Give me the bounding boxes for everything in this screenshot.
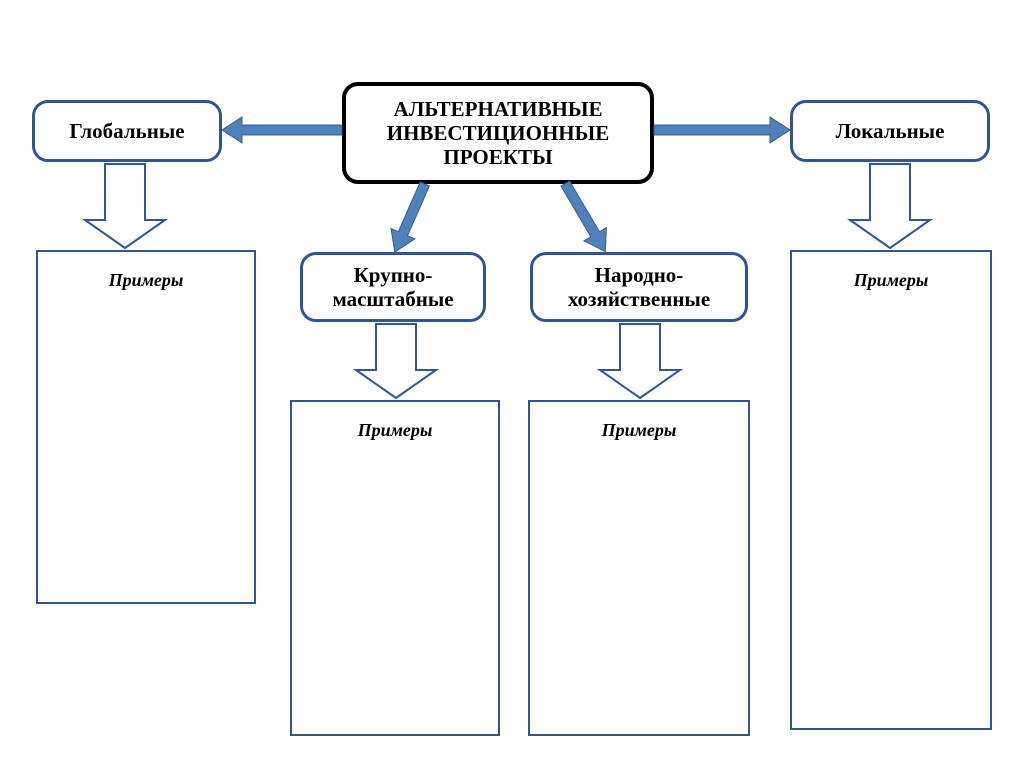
- node-center-title: АЛЬТЕРНАТИВНЫЕИНВЕСТИЦИОННЫЕПРОЕКТЫ: [342, 82, 654, 184]
- node-large-scale: Крупно-масштабные: [300, 252, 486, 322]
- arrow-center-to-national-economic: [559, 179, 608, 254]
- local-text: Локальные: [836, 119, 945, 143]
- center-title-text: АЛЬТЕРНАТИВНЫЕИНВЕСТИЦИОННЫЕПРОЕКТЫ: [387, 97, 610, 169]
- examples-global-label: Примеры: [109, 270, 184, 291]
- diagram-canvas: АЛЬТЕРНАТИВНЫЕИНВЕСТИЦИОННЫЕПРОЕКТЫ Глоб…: [0, 0, 1024, 768]
- node-global: Глобальные: [32, 100, 222, 162]
- global-text: Глобальные: [69, 119, 184, 143]
- block-arrow-large-scale: [353, 321, 439, 401]
- examples-local-label: Примеры: [854, 270, 929, 291]
- arrow-center-to-local: [652, 115, 792, 145]
- block-arrow-global: [82, 161, 168, 251]
- block-arrow-local: [847, 161, 933, 251]
- arrow-center-to-global: [220, 115, 344, 145]
- arrow-center-to-large-scale: [389, 180, 431, 254]
- block-arrow-national-economic: [597, 321, 683, 401]
- examples-national-economic-label: Примеры: [602, 420, 677, 441]
- node-local: Локальные: [790, 100, 990, 162]
- examples-national-economic: Примеры: [528, 400, 750, 736]
- national-economic-text: Народно-хозяйственные: [568, 263, 710, 311]
- examples-global: Примеры: [36, 250, 256, 604]
- examples-large-scale: Примеры: [290, 400, 500, 736]
- node-national-economic: Народно-хозяйственные: [530, 252, 748, 322]
- examples-large-scale-label: Примеры: [358, 420, 433, 441]
- examples-local: Примеры: [790, 250, 992, 730]
- large-scale-text: Крупно-масштабные: [332, 263, 453, 311]
